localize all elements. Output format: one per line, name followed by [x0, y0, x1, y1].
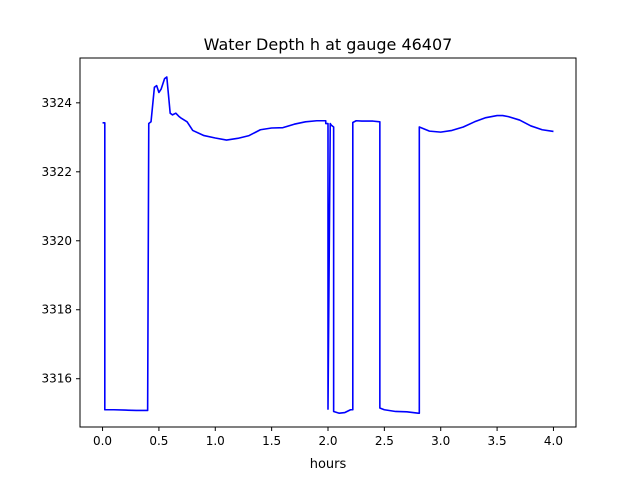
- y-tick-label: 3320: [41, 234, 72, 248]
- y-tick-label: 3322: [41, 165, 72, 179]
- chart-title: Water Depth h at gauge 46407: [204, 35, 453, 54]
- y-tick-label: 3324: [41, 96, 72, 110]
- y-tick-label: 3316: [41, 372, 72, 386]
- x-tick-label: 4.0: [544, 434, 563, 448]
- x-tick-label: 1.5: [262, 434, 281, 448]
- x-tick-label: 2.0: [318, 434, 337, 448]
- x-tick-label: 0.0: [93, 434, 112, 448]
- plot-area: [102, 76, 554, 415]
- x-axis-label: hours: [310, 457, 347, 472]
- series-line-1: [102, 76, 554, 415]
- x-tick-label: 2.5: [375, 434, 394, 448]
- axis-ticks: 0.0 0.5 1.0 1.5 2.0 2.5 3.0 3.5 4.0 3316 3318 3320 3…: [41, 96, 563, 448]
- x-tick-label: 0.5: [149, 434, 168, 448]
- y-tick-label: 3318: [41, 303, 72, 317]
- x-tick-label: 3.5: [488, 434, 507, 448]
- x-tick-label: 1.0: [206, 434, 225, 448]
- x-tick-label: 3.0: [431, 434, 450, 448]
- axes-frame: [79, 57, 577, 428]
